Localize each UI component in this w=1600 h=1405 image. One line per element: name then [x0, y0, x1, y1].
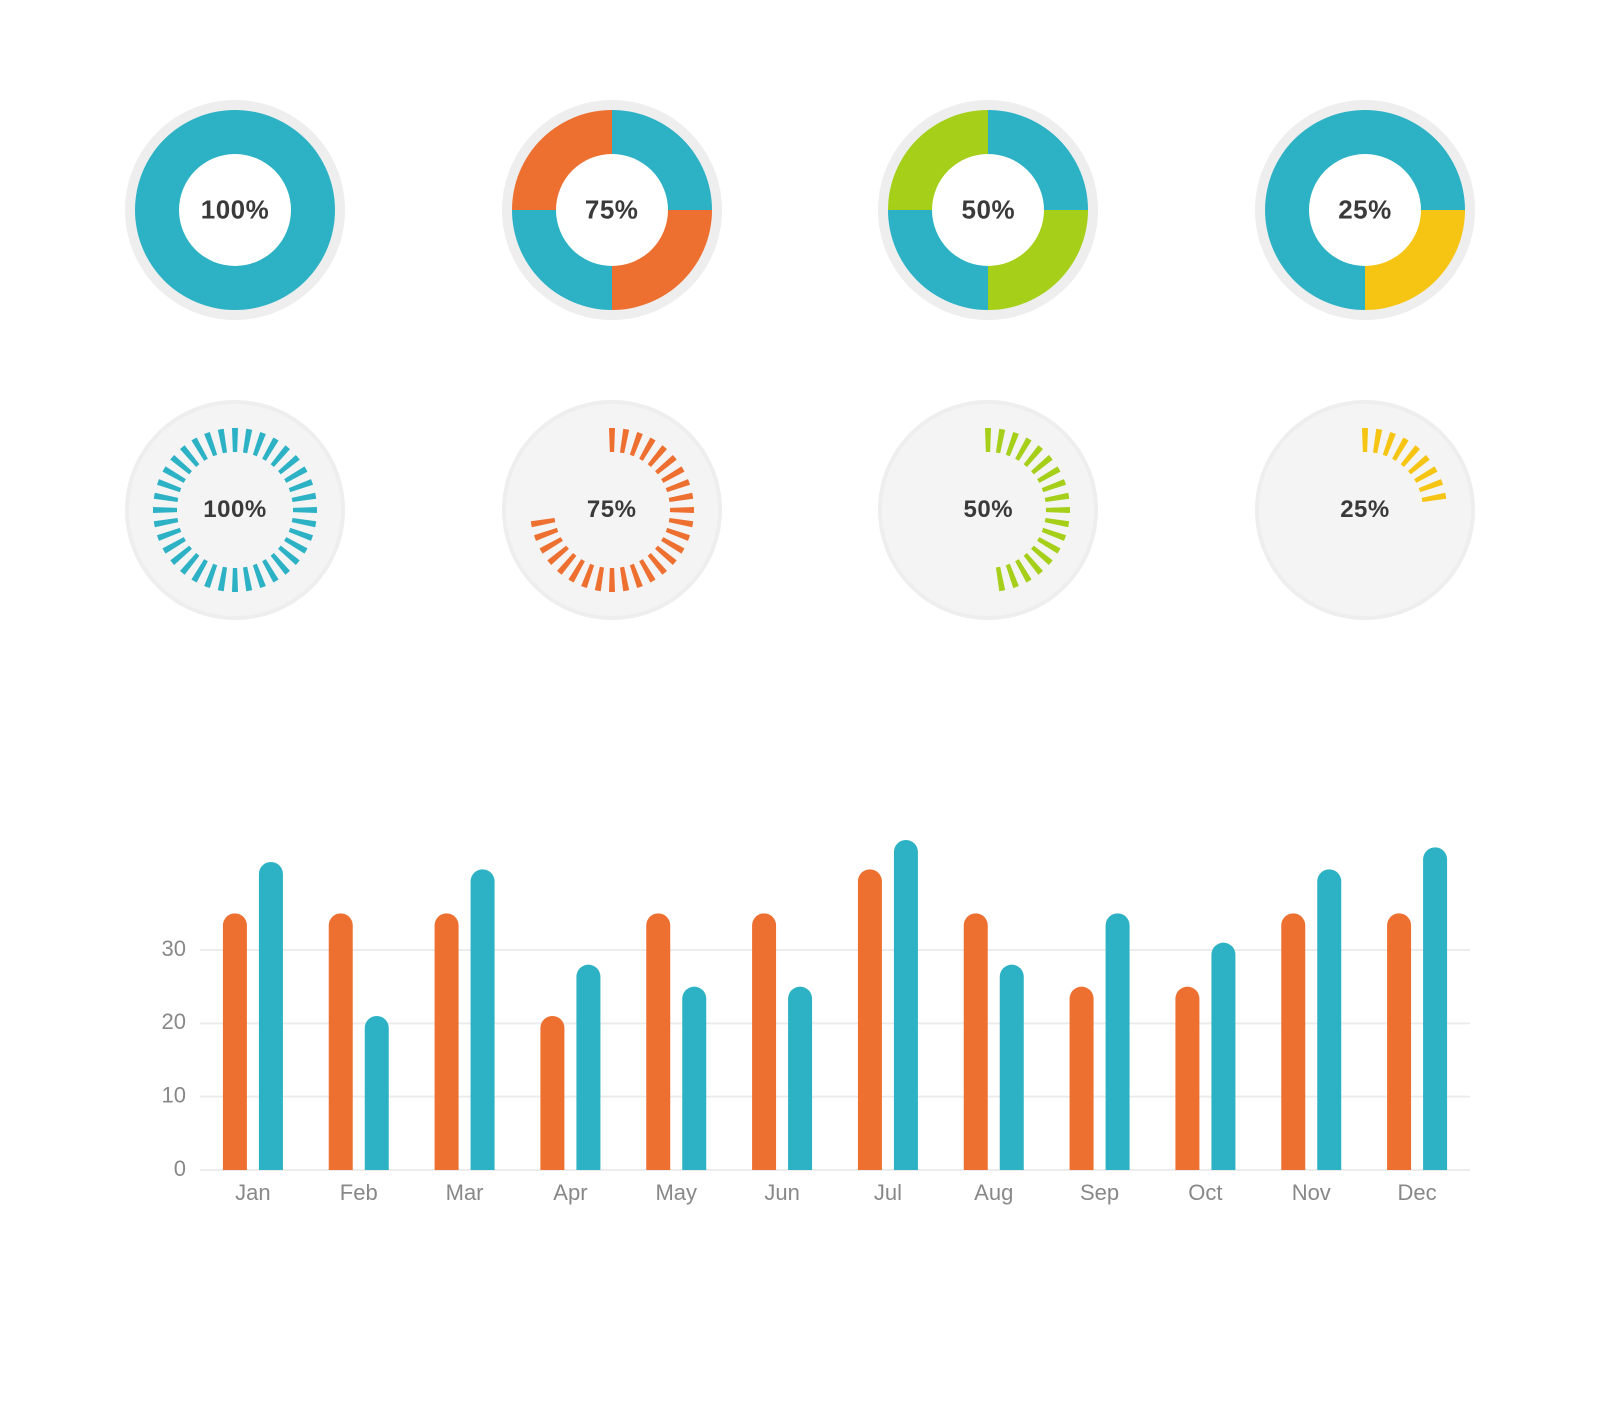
donut-label: 25%	[1338, 195, 1392, 226]
svg-text:Jun: Jun	[764, 1180, 799, 1205]
donut-75: 75%	[502, 100, 722, 320]
svg-text:30: 30	[162, 936, 186, 961]
donut-label: 100%	[201, 195, 270, 226]
svg-text:Apr: Apr	[553, 1180, 587, 1205]
dash-donut-25: 25%	[1255, 400, 1475, 620]
donut-label: 75%	[585, 195, 639, 226]
donut-25: 25%	[1255, 100, 1475, 320]
donut-100: 100%	[125, 100, 345, 320]
donut-row-dashed: 100% 75% 50% 25%	[125, 400, 1475, 620]
dash-donut-100: 100%	[125, 400, 345, 620]
svg-text:Dec: Dec	[1398, 1180, 1437, 1205]
monthly-bar-chart: 0 10 20 30 Jan Feb Mar Apr May Jun Jul Aug Sep Oct Nov…	[130, 840, 1470, 1220]
donut-label: 25%	[1340, 496, 1390, 524]
donut-50: 50%	[878, 100, 1098, 320]
svg-text:Nov: Nov	[1292, 1180, 1331, 1205]
svg-text:10: 10	[162, 1082, 186, 1107]
donut-label: 50%	[964, 496, 1014, 524]
donut-label: 50%	[962, 195, 1016, 226]
svg-text:Aug: Aug	[974, 1180, 1013, 1205]
svg-text:Sep: Sep	[1080, 1180, 1119, 1205]
donut-label: 75%	[587, 496, 637, 524]
svg-text:Jul: Jul	[874, 1180, 902, 1205]
dash-donut-50: 50%	[878, 400, 1098, 620]
svg-text:May: May	[655, 1180, 697, 1205]
dash-donut-75: 75%	[502, 400, 722, 620]
svg-text:Oct: Oct	[1188, 1180, 1222, 1205]
svg-text:Jan: Jan	[235, 1180, 270, 1205]
svg-text:20: 20	[162, 1009, 186, 1034]
donut-row-solid: 100% 75% 50% 25%	[125, 100, 1475, 320]
donut-label: 100%	[203, 496, 266, 524]
svg-text:Feb: Feb	[340, 1180, 378, 1205]
barchart-svg: 0 10 20 30 Jan Feb Mar Apr May Jun Jul Aug Sep Oct Nov…	[130, 840, 1470, 1270]
svg-text:0: 0	[174, 1156, 186, 1181]
svg-text:Mar: Mar	[446, 1180, 484, 1205]
